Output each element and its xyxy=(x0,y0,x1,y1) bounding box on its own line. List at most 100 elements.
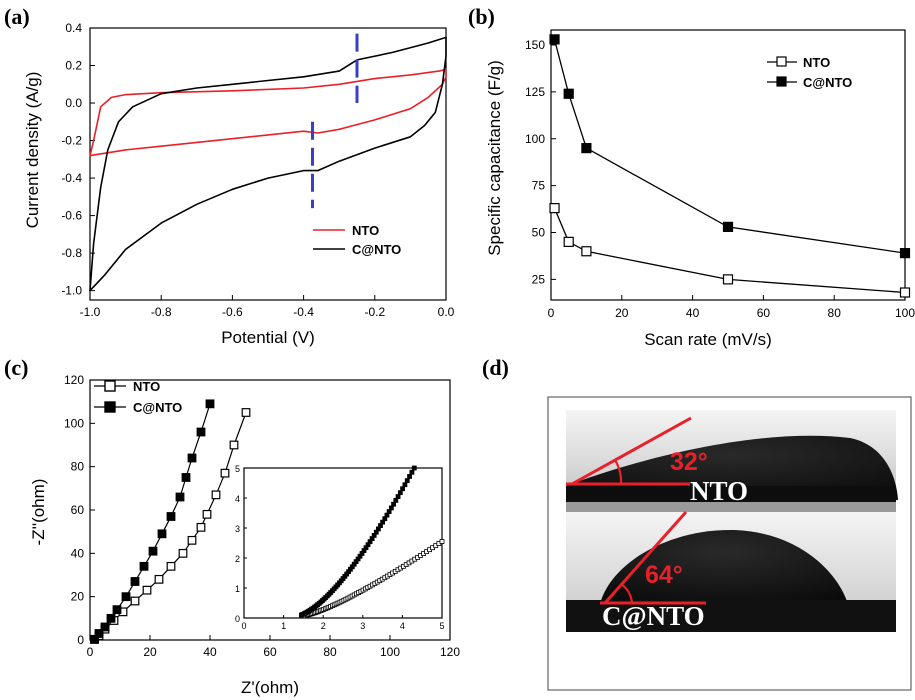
cv-x-axis-label: Potential (V) xyxy=(221,328,315,347)
angle-label-cnto: 64° xyxy=(645,561,683,589)
inset-x-tick-label: 0 xyxy=(241,621,246,631)
legend-label-cnto: C@NTO xyxy=(352,242,401,257)
cv-x-tick-label: -0.6 xyxy=(222,305,243,319)
cv-y-tick-label: -0.2 xyxy=(61,134,82,148)
cv-x-tick-label: -0.2 xyxy=(364,305,385,319)
inset-point-cnto xyxy=(404,478,410,484)
capacitance-y-axis-label: Specific capacitance (F/g) xyxy=(485,60,504,256)
capacitance-point-nto xyxy=(563,236,574,247)
capacitance-y-tick-label: 75 xyxy=(532,179,546,193)
inset-point-cnto xyxy=(397,490,403,496)
panel-label-b: (b) xyxy=(468,4,495,29)
cv-y-tick-label: -1.0 xyxy=(61,284,82,298)
capacitance-y-tick-label: 125 xyxy=(525,85,545,99)
capacitance-x-axis-label: Scan rate (mV/s) xyxy=(644,330,772,349)
inset-y-tick-label: 3 xyxy=(235,524,240,534)
inset-point-cnto xyxy=(411,465,417,471)
nyquist-x-axis-label: Z'(ohm) xyxy=(241,678,299,697)
nyquist-line-cnto xyxy=(94,403,211,640)
cv-y-tick-label: 0.0 xyxy=(65,96,82,110)
nyquist-point-nto xyxy=(130,596,140,606)
angle-arc xyxy=(620,583,634,604)
legend-label-nto: NTO xyxy=(133,379,160,394)
capacitance-x-tick-label: 40 xyxy=(686,306,700,320)
cv-y-tick-label: -0.6 xyxy=(61,209,82,223)
capacitance-line-cnto xyxy=(553,39,906,254)
tangent-line xyxy=(571,416,692,486)
legend-marker-nto xyxy=(776,56,787,67)
inset-x-tick-label: 4 xyxy=(400,621,405,631)
nyquist-point-nto xyxy=(220,468,230,478)
nyquist-point-nto xyxy=(229,440,239,450)
nyquist-point-nto xyxy=(241,408,251,417)
capacitance-point-nto xyxy=(549,203,560,214)
panel-label-a: (a) xyxy=(4,4,30,29)
capacitance-point-cnto xyxy=(899,248,911,259)
contact-angle-photo-nto: 32° NTO xyxy=(566,410,898,512)
cv-x-tick-label: 0.0 xyxy=(438,305,455,319)
capacitance-x-tick-label: 0 xyxy=(548,306,555,320)
inset-point-cnto xyxy=(393,498,399,503)
inset-x-tick-label: 2 xyxy=(321,621,326,631)
inset-y-tick-label: 0 xyxy=(235,614,240,624)
nyquist-x-tick-label: 120 xyxy=(440,645,460,659)
capacitance-x-tick-label: 100 xyxy=(895,306,915,320)
inset-point-cnto xyxy=(400,486,406,492)
nyquist-point-nto xyxy=(187,535,197,545)
substrate xyxy=(566,600,896,632)
nyquist-point-nto xyxy=(196,522,206,532)
cv-y-tick-label: -0.4 xyxy=(61,171,82,185)
nyquist-y-tick-label: 20 xyxy=(71,590,85,604)
inset-point-cnto xyxy=(402,482,408,488)
nyquist-point-cnto xyxy=(130,577,140,586)
nyquist-legend: NTO C@NTO xyxy=(94,379,182,415)
nyquist-y-tick-label: 0 xyxy=(77,633,84,647)
cv-x-tick-label: -0.8 xyxy=(151,305,172,319)
legend-marker-cnto xyxy=(104,401,116,413)
nyquist-x-tick-label: 100 xyxy=(380,645,400,659)
capacitance-y-tick-label: 25 xyxy=(532,272,546,286)
nyquist-y-tick-label: 120 xyxy=(64,373,84,387)
panel-label-c: (c) xyxy=(4,355,28,380)
tangent-line xyxy=(603,511,688,604)
sample-label-nto: NTO xyxy=(690,476,748,506)
capacitance-x-tick-label: 60 xyxy=(757,306,771,320)
nyquist-point-nto xyxy=(202,509,212,519)
cv-x-tick-label: -1.0 xyxy=(80,305,101,319)
nyquist-point-cnto xyxy=(181,473,191,482)
nyquist-point-nto xyxy=(178,548,188,558)
nyquist-point-cnto xyxy=(100,622,110,632)
inset-point-cnto xyxy=(395,494,401,499)
inset-y-tick-label: 5 xyxy=(235,464,240,474)
nyquist-inset: 0 1 2 3 4 5 0 1 2 3 4 5 xyxy=(235,464,445,631)
nyquist-point-cnto xyxy=(157,529,167,539)
nyquist-point-cnto xyxy=(205,399,215,409)
legend-marker-cnto xyxy=(776,76,787,87)
legend-label-nto: NTO xyxy=(803,55,830,70)
nyquist-y-axis-label: -Z''(ohm) xyxy=(29,479,48,546)
legend-label-cnto: C@NTO xyxy=(133,400,182,415)
cv-chart: -1.0 -0.8 -0.6 -0.4 -0.2 0.0 0.4 0.2 0.0 -0.2 -0.4… xyxy=(23,21,455,347)
nyquist-x-tick-label: 80 xyxy=(323,645,337,659)
nyquist-y-tick-label: 40 xyxy=(71,546,85,560)
nyquist-point-cnto xyxy=(196,427,206,437)
nyquist-y-tick-label: 100 xyxy=(64,416,84,430)
capacitance-plot-area: 0 20 40 60 80 100 25 50 75 100 125 150 xyxy=(525,29,915,320)
inset-y-tick-label: 1 xyxy=(235,584,240,594)
nyquist-point-cnto xyxy=(175,492,185,502)
substrate xyxy=(566,500,896,512)
nyquist-x-tick-label: 0 xyxy=(87,645,94,659)
cv-legend: NTO C@NTO xyxy=(313,223,401,257)
nyquist-point-cnto xyxy=(112,605,122,615)
inset-x-tick-label: 3 xyxy=(360,621,365,631)
cv-frame xyxy=(89,27,447,301)
nyquist-point-cnto xyxy=(139,561,149,571)
capacitance-legend: NTO C@NTO xyxy=(767,55,852,90)
nyquist-point-cnto xyxy=(90,634,99,644)
inset-point-cnto xyxy=(407,474,412,479)
capacitance-point-cnto xyxy=(549,34,560,45)
sample-label-cnto: C@NTO xyxy=(602,601,705,631)
nyquist-chart: 0 20 40 60 80 100 120 0 20 40 60 80 100 120 0 1 2 3 4 5 0 1 2… xyxy=(29,373,460,697)
